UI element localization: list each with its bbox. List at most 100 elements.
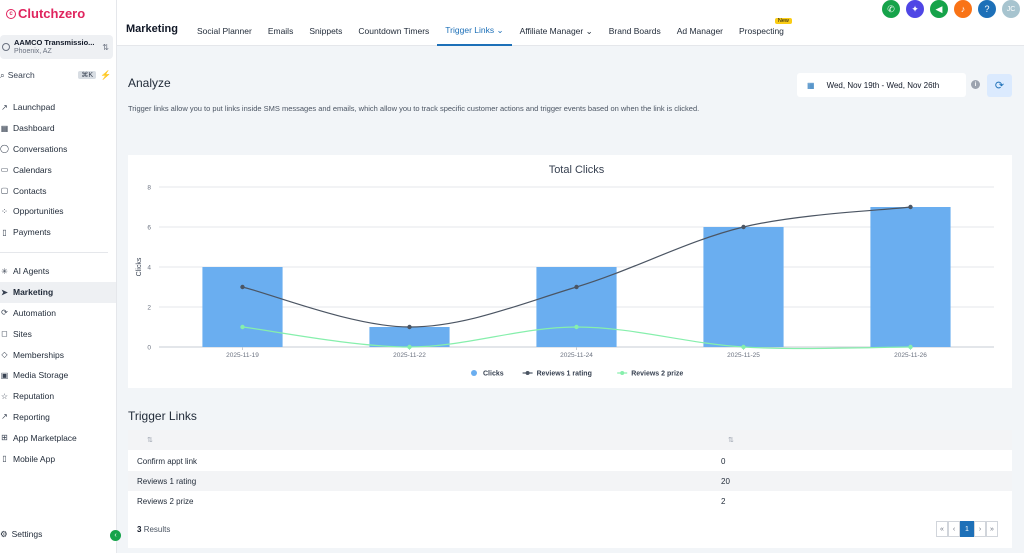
sort-icon[interactable]: ⇅ <box>147 437 153 444</box>
series-point <box>908 344 913 350</box>
logo[interactable]: c Clutchzero <box>6 6 85 21</box>
nav-label: Payments <box>13 227 51 238</box>
legend-label: Clicks <box>483 371 504 378</box>
table-header: ⇅ ⇅ <box>128 430 1012 450</box>
series-point <box>741 224 746 230</box>
y-tick-label: 2 <box>147 305 151 312</box>
location-city: Phoenix, AZ <box>14 48 52 55</box>
sidebar-item-payments[interactable]: ▯ Payments <box>0 222 116 243</box>
series-point <box>407 344 412 350</box>
logo-icon: c <box>6 8 16 19</box>
sidebar-item-marketing[interactable]: ➤ Marketing <box>0 281 116 303</box>
date-range-value: Wed, Nov 19th - Wed, Nov 26th <box>826 80 940 90</box>
trigger-links-title: Trigger Links <box>128 409 197 423</box>
tab-brand-boards[interactable]: Brand Boards <box>601 16 669 46</box>
tab-countdown-timers[interactable]: Countdown Timers <box>350 16 437 46</box>
refresh-button[interactable]: ⟳ <box>987 74 1012 97</box>
chart-card: Total Clicks Clicks 0 2 4 6 8 2025-11-19 2025-11… <box>128 155 1012 388</box>
search-icon: ⌕ <box>0 69 5 80</box>
total-clicks-chart: Total Clicks Clicks 0 2 4 6 8 2025-11-19 2025-11… <box>136 164 994 378</box>
table-row[interactable]: Reviews 1 rating 20 <box>128 471 1012 491</box>
tab-snippets[interactable]: Snippets <box>301 16 350 46</box>
date-range-picker[interactable]: ▦ Wed, Nov 19th - Wed, Nov 26th <box>797 73 966 97</box>
help-icon[interactable]: ? <box>978 0 996 18</box>
tab-ad-manager[interactable]: Ad Manager <box>669 16 731 46</box>
sidebar-item-calendars[interactable]: ▭ Calendars <box>0 159 116 180</box>
bell-icon[interactable]: ♪ <box>954 0 972 18</box>
tab-trigger-links[interactable]: Trigger Links ⌄ <box>437 16 512 46</box>
nav-label: AI Agents <box>13 266 50 277</box>
sidebar-item-opportunities[interactable]: ⁘ Opportunities <box>0 201 116 222</box>
series-point <box>407 324 412 330</box>
payments-icon: ▯ <box>2 227 7 237</box>
tab-social-planner[interactable]: Social Planner <box>189 16 260 46</box>
sidebar-item-settings[interactable]: ⚙ Settings <box>0 527 116 541</box>
search-label: Search <box>7 70 35 80</box>
page-title: Marketing <box>126 23 178 35</box>
sidebar-item-contacts[interactable]: ▢ Contacts <box>0 180 116 201</box>
sort-icon[interactable]: ⇅ <box>728 437 734 444</box>
sidebar-item-reporting[interactable]: ↗ Reporting <box>0 407 116 428</box>
location-name: AAMCO Transmissio... <box>14 38 95 47</box>
sidebar-item-app-marketplace[interactable]: ⊞ App Marketplace <box>0 427 116 448</box>
contacts-icon: ▢ <box>0 186 9 196</box>
info-icon[interactable]: i <box>971 80 980 89</box>
megaphone-icon[interactable]: ◀ <box>930 0 948 18</box>
chat-icon: ◯ <box>0 144 9 154</box>
nav-label: Opportunities <box>13 206 64 217</box>
reporting-icon: ↗ <box>1 412 8 422</box>
last-page-button[interactable]: » <box>986 521 998 537</box>
phone-icon[interactable]: ✆ <box>882 0 900 18</box>
tab-emails[interactable]: Emails <box>260 16 302 46</box>
nav-divider <box>0 252 108 253</box>
tab-prospecting[interactable]: Prospecting New <box>731 16 792 46</box>
series-point <box>574 324 579 330</box>
bar <box>870 207 951 347</box>
bar <box>369 327 450 347</box>
rocket-icon: ↗ <box>1 102 8 112</box>
tab-label: Social Planner <box>197 26 252 36</box>
sidebar-item-dashboard[interactable]: ▦ Dashboard <box>0 118 116 139</box>
avatar[interactable]: JC <box>1002 0 1020 18</box>
prev-page-button[interactable]: ‹ <box>948 521 960 537</box>
sidebar-item-launchpad[interactable]: ↗ Launchpad <box>0 97 116 118</box>
bar <box>703 227 784 347</box>
first-page-button[interactable]: « <box>936 521 948 537</box>
sidebar-item-automation[interactable]: ⟳ Automation <box>0 303 116 324</box>
sidebar-item-reputation[interactable]: ☆ Reputation <box>0 386 116 407</box>
sidebar-item-mobile-app[interactable]: ▯ Mobile App <box>0 448 116 469</box>
nav-top: ↗ Launchpad ▦ Dashboard ◯ Conversations ▭ Ca… <box>0 97 116 243</box>
collapse-sidebar-button[interactable]: ‹ <box>110 530 121 541</box>
location-icon <box>2 43 10 51</box>
sidebar-item-sites[interactable]: ◻ Sites <box>0 323 116 344</box>
series-point <box>741 344 746 350</box>
search-button[interactable]: ⌕ Search ⌘K <box>0 68 96 82</box>
sidebar-item-media-storage[interactable]: ▣ Media Storage <box>0 365 116 386</box>
logo-text: Clutchzero <box>18 6 86 21</box>
nav-label: Dashboard <box>13 123 55 134</box>
tab-affiliate-manager[interactable]: Affiliate Manager ⌄ <box>512 16 601 46</box>
launch-icon[interactable]: ✦ <box>906 0 924 18</box>
lightning-icon[interactable]: ⚡ <box>100 70 112 80</box>
table-row[interactable]: Reviews 2 prize 2 <box>128 491 1012 511</box>
refresh-icon: ⟳ <box>994 80 1005 92</box>
chevron-updown-icon: ⇅ <box>102 42 109 52</box>
link-clicks: 2 <box>721 496 726 506</box>
page-button[interactable]: 1 <box>960 521 974 537</box>
legend-marker <box>620 371 625 375</box>
gear-icon: ⚙ <box>0 528 8 539</box>
series-point <box>240 284 245 290</box>
bar <box>202 267 283 347</box>
x-tick-label: 2025-11-24 <box>560 352 593 359</box>
legend-label: Reviews 2 prize <box>631 371 683 378</box>
location-switcher[interactable]: AAMCO Transmissio... Phoenix, AZ ⇅ <box>0 35 113 59</box>
table-row[interactable]: Confirm appt link 0 <box>128 451 1012 471</box>
sidebar-item-conversations[interactable]: ◯ Conversations <box>0 139 116 160</box>
next-page-button[interactable]: › <box>974 521 986 537</box>
nav-label: Launchpad <box>13 102 56 113</box>
apps-icon: ⊞ <box>1 433 8 443</box>
analyze-description: Trigger links allow you to put links ins… <box>128 104 700 113</box>
sidebar-item-ai-agents[interactable]: ✳ AI Agents <box>0 261 116 282</box>
top-bar: Marketing Social Planner Emails Snippets… <box>117 0 1024 46</box>
sidebar-item-memberships[interactable]: ◇ Memberships <box>0 344 116 365</box>
